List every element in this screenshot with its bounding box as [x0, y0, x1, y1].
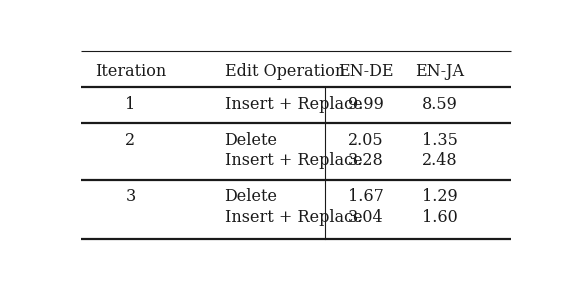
Text: 8.59: 8.59: [421, 96, 458, 113]
Text: Insert + Replace: Insert + Replace: [225, 209, 362, 226]
Text: 2.48: 2.48: [422, 152, 457, 169]
Text: 9.99: 9.99: [348, 96, 384, 113]
Text: 2: 2: [125, 132, 136, 149]
Text: 1: 1: [125, 96, 136, 113]
Text: EN-JA: EN-JA: [415, 63, 464, 80]
Text: Insert + Replace: Insert + Replace: [225, 152, 362, 169]
Text: Edit Operation: Edit Operation: [225, 63, 345, 80]
Text: 1.29: 1.29: [422, 188, 457, 205]
Text: Iteration: Iteration: [95, 63, 166, 80]
Text: 3: 3: [125, 188, 136, 205]
Text: Insert + Replace: Insert + Replace: [225, 96, 362, 113]
Text: Delete: Delete: [225, 188, 277, 205]
Text: Delete: Delete: [225, 132, 277, 149]
Text: 1.67: 1.67: [348, 188, 384, 205]
Text: 3.28: 3.28: [348, 152, 384, 169]
Text: EN-DE: EN-DE: [338, 63, 394, 80]
Text: 1.35: 1.35: [421, 132, 458, 149]
Text: 3.04: 3.04: [348, 209, 383, 226]
Text: 2.05: 2.05: [348, 132, 383, 149]
Text: 1.60: 1.60: [422, 209, 457, 226]
